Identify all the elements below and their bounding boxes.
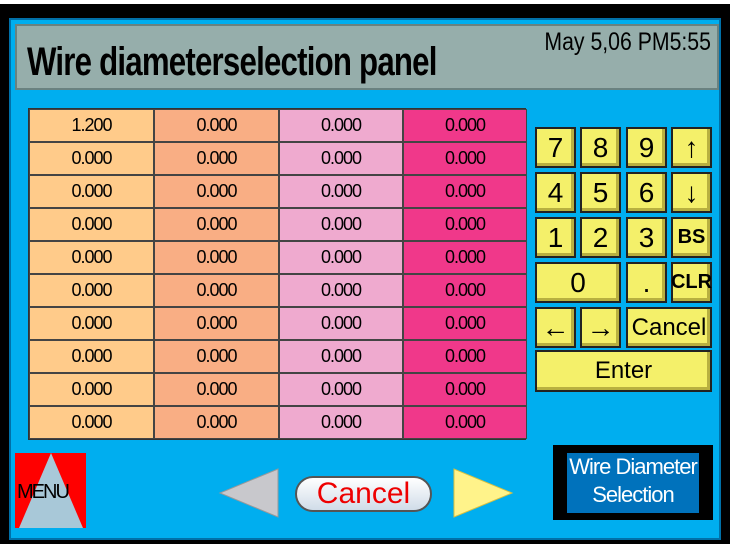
table-cell[interactable]: 0.000 bbox=[154, 307, 279, 340]
table-cell[interactable]: 0.000 bbox=[154, 340, 279, 373]
key-k5-button[interactable]: 5 bbox=[580, 172, 621, 213]
table-cell[interactable]: 0.000 bbox=[279, 208, 403, 241]
key-left-button[interactable]: ← bbox=[535, 307, 576, 348]
key-up-button[interactable]: ↑ bbox=[671, 127, 712, 168]
table-cell[interactable]: 0.000 bbox=[154, 274, 279, 307]
key-bs-button[interactable]: BS bbox=[671, 217, 712, 258]
table-cell[interactable]: 0.000 bbox=[403, 307, 527, 340]
key-k1-button[interactable]: 1 bbox=[535, 217, 576, 258]
table-cell[interactable]: 0.000 bbox=[154, 373, 279, 406]
key-dot-button[interactable]: . bbox=[626, 262, 667, 303]
table-cell[interactable]: 0.000 bbox=[279, 109, 403, 142]
table-cell[interactable]: 0.000 bbox=[29, 340, 154, 373]
table-cell[interactable]: 0.000 bbox=[29, 175, 154, 208]
table-cell[interactable]: 0.000 bbox=[279, 274, 403, 307]
table-cell[interactable]: 0.000 bbox=[29, 241, 154, 274]
key-k4-button[interactable]: 4 bbox=[535, 172, 576, 213]
table-cell[interactable]: 0.000 bbox=[279, 142, 403, 175]
table-cell[interactable]: 0.000 bbox=[403, 373, 527, 406]
key-right-button[interactable]: → bbox=[580, 307, 621, 348]
key-clr-button[interactable]: CLR bbox=[671, 262, 712, 303]
table-cell[interactable]: 0.000 bbox=[403, 241, 527, 274]
key-down-button[interactable]: ↓ bbox=[671, 172, 712, 213]
table-cell[interactable]: 0.000 bbox=[403, 109, 527, 142]
table-cell[interactable]: 1.200 bbox=[29, 109, 154, 142]
title-bar: Wire diameterselection panel May 5,06 PM… bbox=[15, 24, 719, 90]
table-cell[interactable]: 0.000 bbox=[403, 406, 527, 439]
table-cell[interactable]: 0.000 bbox=[279, 175, 403, 208]
table-cell[interactable]: 0.000 bbox=[154, 208, 279, 241]
menu-label: MENU bbox=[17, 481, 70, 503]
table-cell[interactable]: 0.000 bbox=[279, 241, 403, 274]
table-cell[interactable]: 0.000 bbox=[279, 307, 403, 340]
key-k9-button[interactable]: 9 bbox=[626, 127, 667, 168]
next-arrow-button[interactable] bbox=[452, 467, 514, 519]
prev-arrow-button[interactable] bbox=[218, 467, 280, 519]
table-cell[interactable]: 0.000 bbox=[279, 373, 403, 406]
table-cell[interactable]: 0.000 bbox=[29, 373, 154, 406]
key-k3-button[interactable]: 3 bbox=[626, 217, 667, 258]
table-cell[interactable]: 0.000 bbox=[403, 142, 527, 175]
triangle-icon bbox=[19, 453, 83, 528]
datetime: May 5,06 PM5:55 bbox=[544, 28, 711, 56]
table-cell[interactable]: 0.000 bbox=[279, 406, 403, 439]
table-cell[interactable]: 0.000 bbox=[154, 241, 279, 274]
table-cell[interactable]: 0.000 bbox=[29, 406, 154, 439]
table-cell[interactable]: 0.000 bbox=[279, 340, 403, 373]
key-enter-button[interactable]: Enter bbox=[535, 350, 712, 392]
table-cell[interactable]: 0.000 bbox=[29, 142, 154, 175]
table-cell[interactable]: 0.000 bbox=[154, 109, 279, 142]
key-k8-button[interactable]: 8 bbox=[580, 127, 621, 168]
table-cell[interactable]: 0.000 bbox=[154, 142, 279, 175]
cancel-button[interactable]: Cancel bbox=[295, 476, 432, 512]
table-cell[interactable]: 0.000 bbox=[403, 340, 527, 373]
table-cell[interactable]: 0.000 bbox=[29, 274, 154, 307]
table-cell[interactable]: 0.000 bbox=[403, 274, 527, 307]
table-cell[interactable]: 0.000 bbox=[154, 175, 279, 208]
key-k6-button[interactable]: 6 bbox=[626, 172, 667, 213]
table-cell[interactable]: 0.000 bbox=[403, 175, 527, 208]
table-cell[interactable]: 0.000 bbox=[29, 208, 154, 241]
key-cancel-button[interactable]: Cancel bbox=[626, 307, 712, 348]
menu-button[interactable]: MENU bbox=[15, 453, 86, 528]
key-k0-button[interactable]: 0 bbox=[535, 262, 621, 303]
table-cell[interactable]: 0.000 bbox=[403, 208, 527, 241]
wire-diameter-selection-label: Wire Diameter Selection bbox=[567, 453, 699, 513]
table-cell[interactable]: 0.000 bbox=[154, 406, 279, 439]
page-title: Wire diameterselection panel bbox=[27, 40, 437, 84]
key-k2-button[interactable]: 2 bbox=[580, 217, 621, 258]
wire-diameter-selection-button[interactable]: Wire Diameter Selection bbox=[553, 445, 713, 520]
table-cell[interactable]: 0.000 bbox=[29, 307, 154, 340]
diameter-table: 1.200 0.000 0.000 0.000 0.000 0.000 0.000 0.000… bbox=[28, 108, 527, 440]
key-k7-button[interactable]: 7 bbox=[535, 127, 576, 168]
